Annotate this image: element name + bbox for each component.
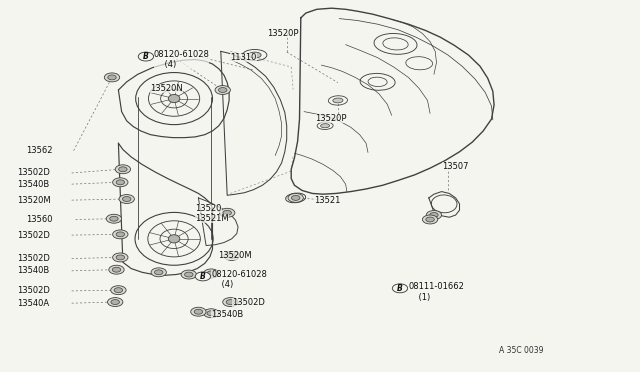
Circle shape: [154, 270, 163, 275]
Text: B: B: [143, 52, 149, 61]
Circle shape: [108, 298, 123, 307]
Circle shape: [223, 298, 238, 307]
Circle shape: [429, 212, 438, 218]
Circle shape: [426, 211, 442, 219]
Circle shape: [122, 196, 131, 202]
Text: 13540B: 13540B: [17, 266, 49, 275]
Text: 11310: 11310: [230, 53, 257, 62]
Circle shape: [184, 272, 193, 277]
Circle shape: [181, 270, 196, 279]
Circle shape: [204, 309, 219, 318]
Circle shape: [392, 284, 408, 293]
Circle shape: [113, 253, 128, 262]
Circle shape: [218, 87, 227, 93]
Circle shape: [291, 195, 300, 201]
Ellipse shape: [333, 98, 343, 103]
Circle shape: [215, 86, 230, 94]
Circle shape: [111, 286, 126, 295]
Circle shape: [116, 232, 125, 237]
Text: 13507: 13507: [442, 162, 468, 171]
Text: 13540B: 13540B: [17, 180, 49, 189]
Text: 08120-61028
    (4): 08120-61028 (4): [154, 50, 209, 69]
Circle shape: [116, 255, 125, 260]
Ellipse shape: [321, 124, 330, 128]
Circle shape: [227, 253, 236, 259]
Circle shape: [116, 180, 125, 185]
Circle shape: [194, 309, 203, 314]
Circle shape: [109, 265, 124, 274]
Text: 13521M: 13521M: [195, 214, 229, 223]
Text: 13502D: 13502D: [232, 298, 264, 307]
Circle shape: [108, 75, 116, 80]
Circle shape: [113, 178, 128, 187]
Text: 13540A: 13540A: [17, 299, 49, 308]
Text: 13520M: 13520M: [17, 196, 51, 205]
Circle shape: [207, 311, 216, 316]
Circle shape: [426, 217, 435, 222]
Text: 13502D: 13502D: [17, 254, 50, 263]
Text: B: B: [200, 272, 206, 281]
Text: 13521: 13521: [314, 196, 340, 205]
Ellipse shape: [248, 52, 261, 58]
Circle shape: [207, 271, 216, 276]
Circle shape: [191, 307, 206, 316]
Circle shape: [288, 193, 303, 202]
Text: 13520P: 13520P: [268, 29, 299, 38]
Circle shape: [138, 52, 154, 61]
Circle shape: [106, 214, 122, 223]
Text: 13502D: 13502D: [17, 169, 50, 177]
Circle shape: [223, 210, 232, 215]
Text: 13520P: 13520P: [315, 114, 346, 123]
Circle shape: [195, 272, 211, 281]
Circle shape: [109, 216, 118, 221]
Circle shape: [111, 299, 120, 305]
Text: A 35C 0039: A 35C 0039: [499, 346, 544, 355]
Text: 13502D: 13502D: [17, 231, 50, 240]
Text: 13540B: 13540B: [211, 310, 243, 319]
Ellipse shape: [168, 235, 180, 243]
Ellipse shape: [168, 94, 180, 103]
Circle shape: [115, 165, 131, 174]
Text: 13502D: 13502D: [17, 286, 50, 295]
Circle shape: [151, 268, 166, 277]
Circle shape: [114, 288, 123, 293]
Circle shape: [113, 230, 128, 239]
Circle shape: [118, 167, 127, 172]
Circle shape: [112, 267, 121, 272]
Text: 13520N: 13520N: [150, 84, 183, 93]
Text: 13520: 13520: [195, 204, 221, 213]
Circle shape: [224, 251, 239, 260]
Text: 13562: 13562: [26, 146, 52, 155]
Text: B: B: [397, 284, 403, 293]
Circle shape: [119, 195, 134, 203]
Text: 13520M: 13520M: [218, 251, 252, 260]
Text: 08111-01662
    (1): 08111-01662 (1): [408, 282, 464, 302]
Text: 08120-61028
    (4): 08120-61028 (4): [211, 270, 267, 289]
Circle shape: [422, 215, 438, 224]
Circle shape: [226, 299, 235, 305]
Text: 13560: 13560: [26, 215, 52, 224]
Circle shape: [104, 73, 120, 82]
Circle shape: [204, 269, 219, 278]
Circle shape: [220, 208, 235, 217]
